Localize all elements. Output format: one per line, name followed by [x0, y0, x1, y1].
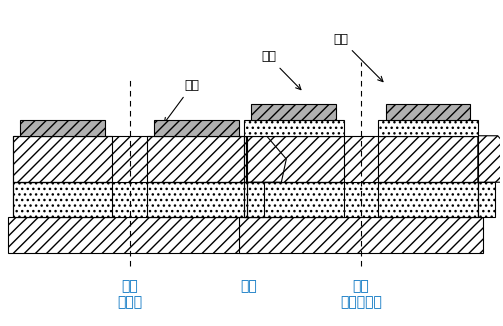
Bar [8, 217, 251, 253]
Bar [252, 104, 336, 120]
Bar [147, 182, 246, 217]
Bar [378, 120, 478, 136]
Text: 有效的隔离: 有效的隔离 [340, 295, 382, 309]
Text: 垫片: 垫片 [333, 33, 383, 82]
Bar [154, 120, 239, 136]
Text: 没隔离: 没隔离 [117, 295, 142, 309]
Polygon shape [478, 182, 495, 217]
Bar [13, 182, 112, 217]
Bar [239, 217, 483, 253]
Text: 螺栓: 螺栓 [121, 279, 138, 293]
Bar [244, 182, 478, 217]
Text: 垫子: 垫子 [240, 279, 258, 293]
Bar [147, 136, 246, 182]
Bar [378, 136, 478, 182]
Bar [244, 136, 344, 182]
Polygon shape [246, 182, 264, 217]
Bar [244, 136, 478, 182]
Bar [13, 136, 246, 182]
Text: 螺栓: 螺栓 [353, 279, 369, 293]
Bar [378, 182, 478, 217]
Bar [386, 104, 470, 120]
Bar [20, 120, 105, 136]
Bar [244, 120, 344, 136]
Polygon shape [246, 136, 286, 182]
Bar [13, 182, 246, 217]
Bar [244, 182, 344, 217]
Bar [13, 136, 112, 182]
Polygon shape [478, 136, 503, 182]
Text: 垫子: 垫子 [164, 79, 199, 123]
Text: 垫子: 垫子 [262, 51, 301, 90]
